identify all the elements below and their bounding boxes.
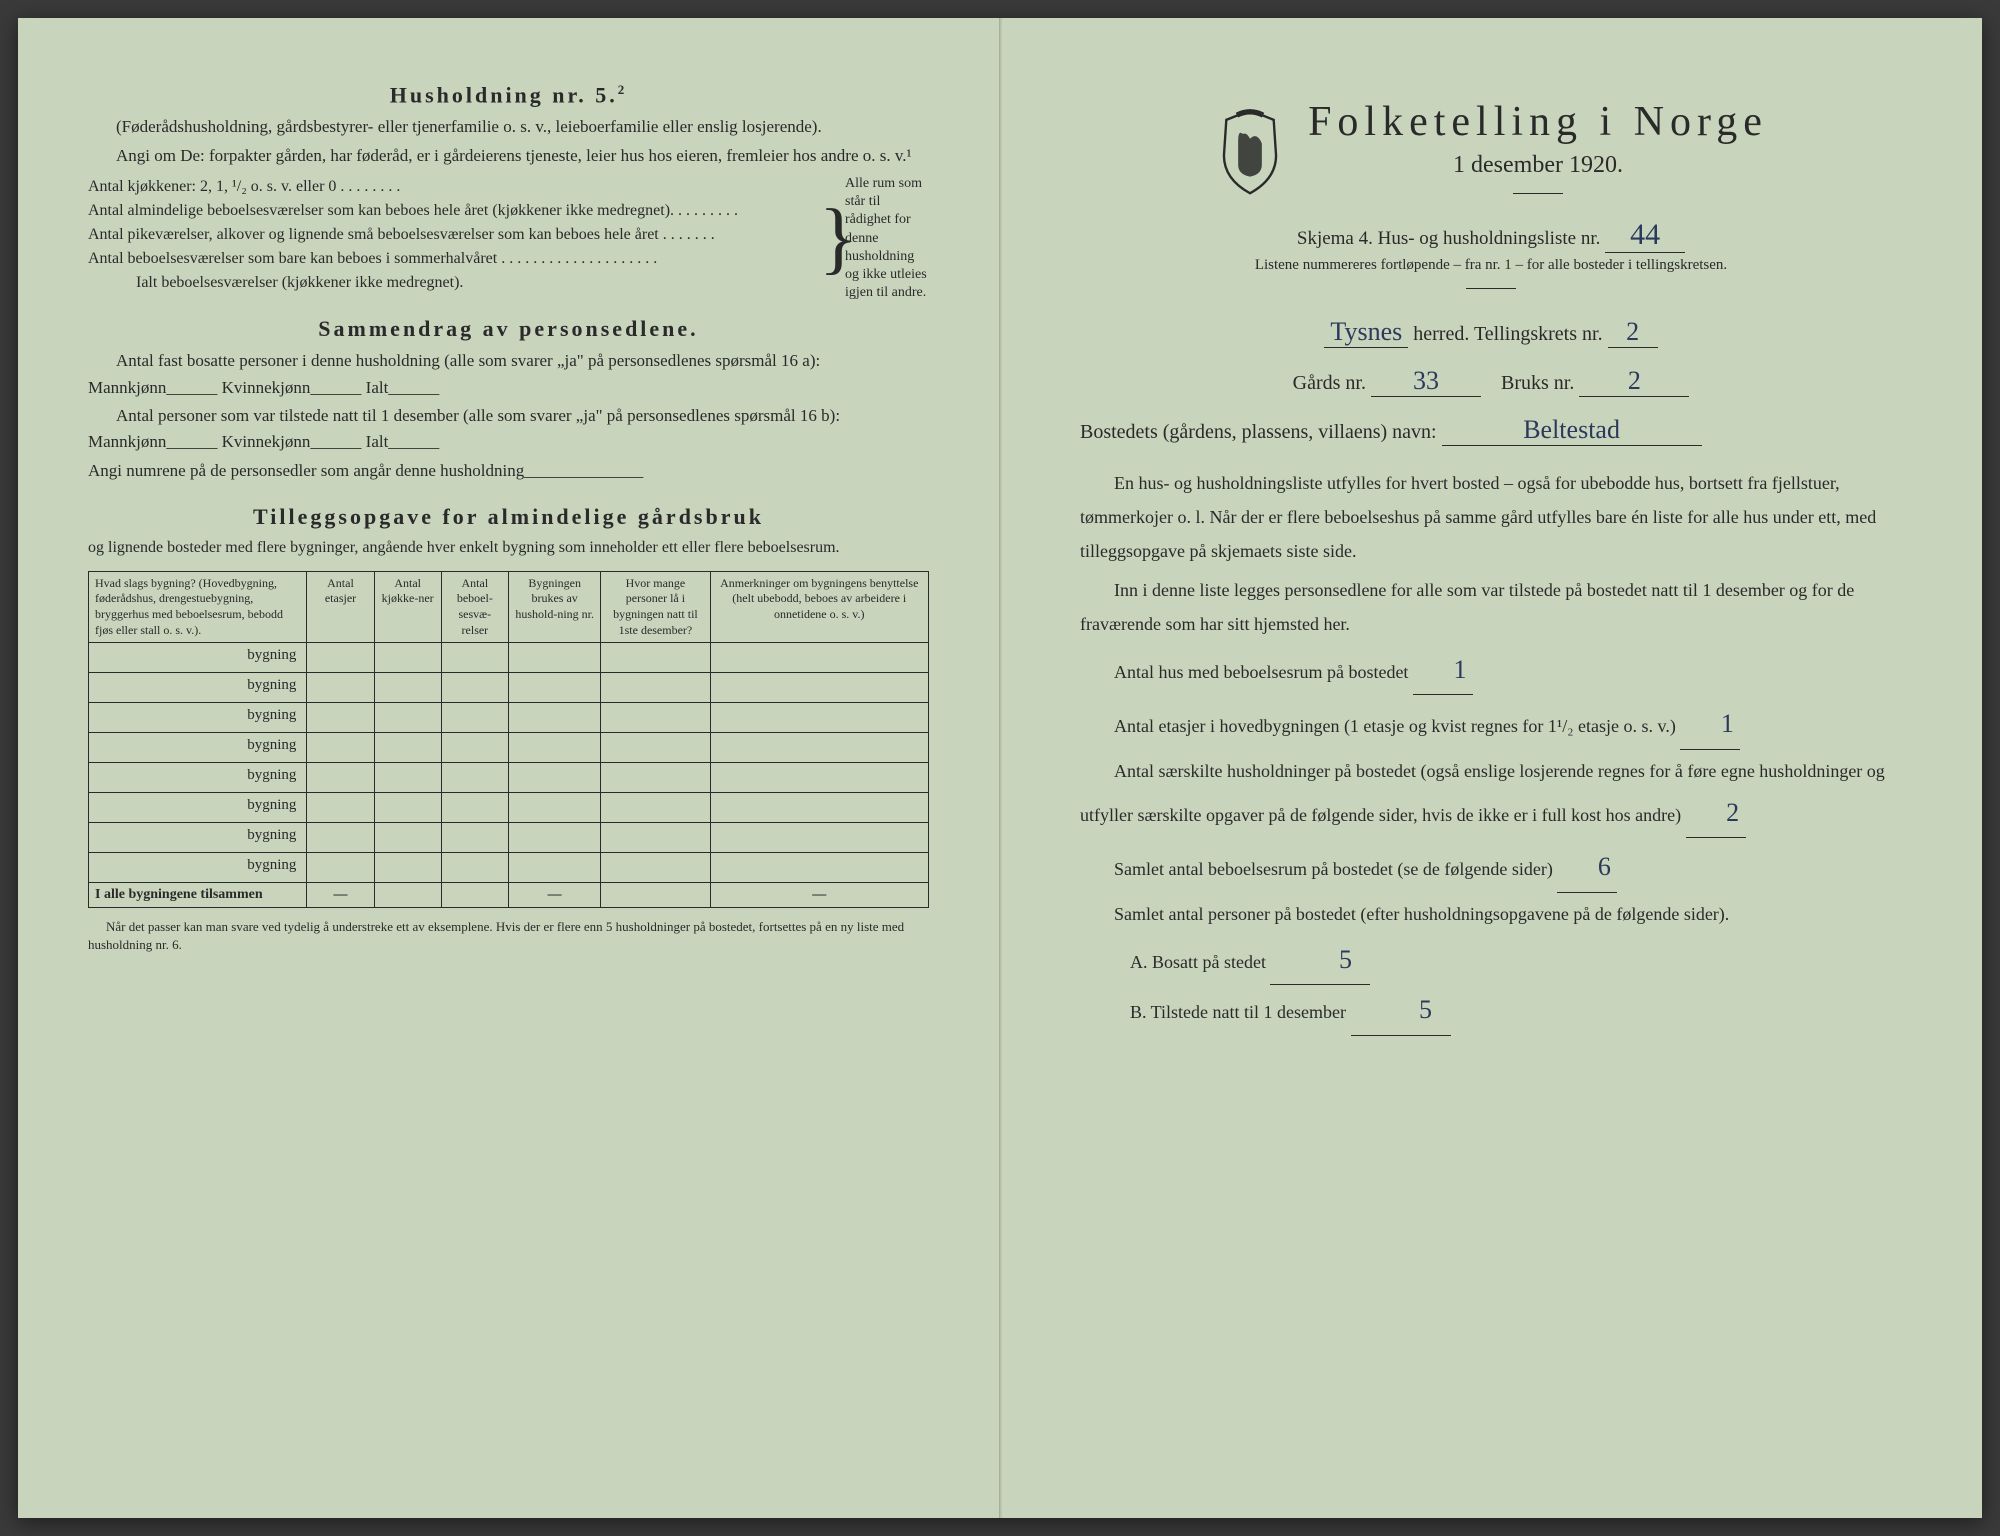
para-2: Inn i denne liste legges personsedlene f… [1080,573,1902,641]
q4-label: Samlet antal beboelsesrum på bostedet (s… [1114,859,1553,879]
dash: — [710,883,928,908]
th-6: Anmerkninger om bygningens benyttelse (h… [710,571,928,642]
qB-label: B. Tilstede natt til 1 desember [1130,1002,1346,1022]
qA-label: A. Bosatt på stedet [1130,952,1266,972]
bosted-line: Bostedets (gårdens, plassens, villaens) … [1080,415,1902,446]
brace-line-3: Antal beboelsesværelser som bare kan beb… [88,247,819,271]
bosted-value: Beltestad [1442,415,1702,446]
q4-value: 6 [1557,842,1617,892]
qB-value: 5 [1351,985,1451,1035]
th-3: Antal beboel-sesvæ-relser [441,571,508,642]
q1-label: Antal hus med beboelsesrum på bostedet [1114,662,1408,682]
rule-2 [1466,288,1516,289]
table-body: bygning bygning bygning bygning bygning … [89,643,929,908]
liste-nr-value: 44 [1605,218,1685,253]
row-label: bygning [89,643,307,673]
rule [1513,193,1563,194]
husholdning-heading: Husholdning nr. 5.2 [88,82,929,108]
row-label: bygning [89,673,307,703]
gard-label: Gårds nr. [1293,372,1366,394]
table-total-row: I alle bygningene tilsammen — — — [89,883,929,908]
sammen-p2: Antal personer som var tilstede natt til… [88,403,929,456]
tillegg-sub: og lignende bosteder med flere bygninger… [88,536,929,561]
curly-brace: } [819,175,839,302]
q2-line: Antal etasjer i hovedbygningen (1 etasje… [1080,699,1902,749]
row-label: bygning [89,733,307,763]
sammendrag-heading: Sammendrag av personsedlene. [88,316,929,342]
brace-block: Antal kjøkkener: 2, 1, ¹/₂ o. s. v. elle… [88,175,929,302]
herred-value: Tysnes [1324,317,1408,348]
bosted-label: Bostedets (gårdens, plassens, villaens) … [1080,421,1437,443]
note-1: (Føderådshusholdning, gårdsbestyrer- ell… [88,114,929,140]
note-2: Angi om De: forpakter gården, har føderå… [88,143,929,169]
herred-label: herred. Tellingskrets nr. [1413,323,1602,345]
qB-line: B. Tilstede natt til 1 desember 5 [1080,985,1902,1035]
q1-value: 1 [1413,645,1473,695]
title-block: Folketelling i Norge 1 desember 1920. [1308,98,1768,208]
q2-value: 1 [1680,699,1740,749]
table-row: bygning [89,703,929,733]
bygning-table: Hvad slags bygning? (Hovedbygning, føder… [88,571,929,908]
q2-label: Antal etasjer i hovedbygningen (1 etasje… [1114,716,1676,736]
para-1: En hus- og husholdningsliste utfylles fo… [1080,466,1902,569]
brace-line-1: Antal almindelige beboelsesværelser som … [88,199,819,223]
th-2: Antal kjøkke-ner [374,571,441,642]
q3-label: Antal særskilte husholdninger på bostede… [1080,761,1885,825]
row-label: bygning [89,823,307,853]
qA-line: A. Bosatt på stedet 5 [1080,935,1902,985]
brace-line-2: Antal pikeværelser, alkover og lignende … [88,223,819,247]
title-area: Folketelling i Norge 1 desember 1920. [1080,98,1902,208]
main-title: Folketelling i Norge [1308,98,1768,146]
table-header-row: Hvad slags bygning? (Hovedbygning, føder… [89,571,929,642]
brace-lines: Antal kjøkkener: 2, 1, ¹/₂ o. s. v. elle… [88,175,819,302]
footnote: Når det passer kan man svare ved tydelig… [88,918,929,953]
row-label: bygning [89,793,307,823]
table-row: bygning [89,643,929,673]
tillegg-heading: Tilleggsopgave for almindelige gårdsbruk [88,504,929,530]
bruk-nr-value: 2 [1579,366,1689,397]
gard-line: Gårds nr. 33 Bruks nr. 2 [1080,366,1902,397]
heading-sup: 2 [618,82,628,97]
document-spread: Husholdning nr. 5.2 (Føderådshusholdning… [18,18,1982,1518]
q4-line: Samlet antal beboelsesrum på bostedet (s… [1080,842,1902,892]
th-5: Hvor mange personer lå i bygningen natt … [601,571,710,642]
skjema-label: Skjema 4. Hus- og husholdningsliste nr. [1297,228,1600,249]
sub-note: Listene nummereres fortløpende – fra nr.… [1080,257,1902,274]
row-label: bygning [89,703,307,733]
q5-line: Samlet antal personer på bostedet (efter… [1080,897,1902,931]
dash: — [307,883,374,908]
table-row: bygning [89,673,929,703]
qA-value: 5 [1270,935,1370,985]
th-1: Antal etasjer [307,571,374,642]
row-label: bygning [89,763,307,793]
dash: — [508,883,600,908]
brace-note: Alle rum som står til rådighet for denne… [839,175,929,302]
norway-crest-icon [1214,108,1286,198]
left-page: Husholdning nr. 5.2 (Føderådshusholdning… [18,18,1000,1518]
brace-line-0: Antal kjøkkener: 2, 1, ¹/₂ o. s. v. elle… [88,175,819,199]
herred-line: Tysnes herred. Tellingskrets nr. 2 [1080,317,1902,348]
table-row: bygning [89,763,929,793]
table-row: bygning [89,793,929,823]
krets-nr-value: 2 [1608,317,1658,348]
sammen-p3: Angi numrene på de personsedler som angå… [88,458,929,484]
gard-nr-value: 33 [1371,366,1481,397]
skjema-line: Skjema 4. Hus- og husholdningsliste nr. … [1080,218,1902,253]
heading-text: Husholdning nr. 5. [390,82,618,107]
th-4: Bygningen brukes av hushold-ning nr. [508,571,600,642]
right-page: Folketelling i Norge 1 desember 1920. Sk… [1000,18,1982,1518]
table-row: bygning [89,853,929,883]
total-label: I alle bygningene tilsammen [89,883,307,908]
brace-line-4: Ialt beboelsesværelser (kjøkkener ikke m… [88,271,819,295]
bruk-label: Bruks nr. [1501,372,1574,394]
subtitle: 1 desember 1920. [1308,152,1768,179]
row-label: bygning [89,853,307,883]
q1-line: Antal hus med beboelsesrum på bostedet 1 [1080,645,1902,695]
q3-value: 2 [1686,788,1746,838]
th-0: Hvad slags bygning? (Hovedbygning, føder… [89,571,307,642]
sammen-p1: Antal fast bosatte personer i denne hush… [88,348,929,401]
table-row: bygning [89,823,929,853]
q3-line: Antal særskilte husholdninger på bostede… [1080,754,1902,839]
table-row: bygning [89,733,929,763]
